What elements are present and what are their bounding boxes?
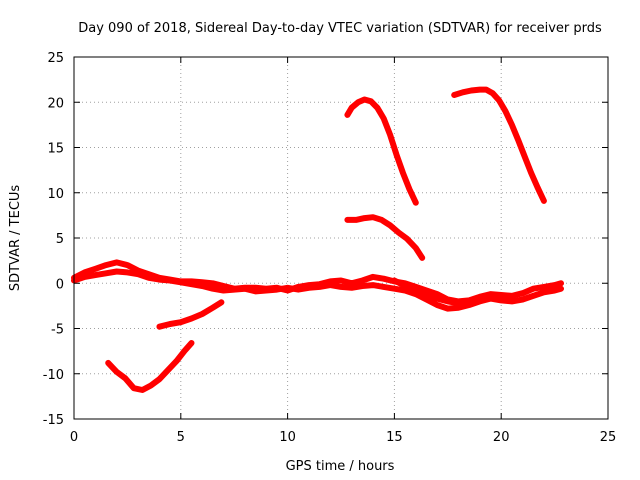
axis-ticks: 0 5 10 15 20 25 -15 -10 -5 0 5 10 15 20 25 xyxy=(43,51,617,445)
series-arc-6 xyxy=(344,214,426,261)
series-arc-1 xyxy=(71,259,564,305)
series-arc-8 xyxy=(391,277,462,307)
x-tick-label: 25 xyxy=(600,430,617,445)
series-arc-3 xyxy=(105,340,195,393)
x-tick-label: 0 xyxy=(70,430,78,445)
y-axis-title: SDTVAR / TECUs xyxy=(8,185,23,292)
chart-title: Day 090 of 2018, Sidereal Day-to-day VTE… xyxy=(78,21,602,36)
y-tick-label: 10 xyxy=(47,187,64,202)
y-tick-label: 25 xyxy=(47,51,64,66)
y-tick-label: -15 xyxy=(43,413,64,428)
y-tick-label: 5 xyxy=(56,232,64,247)
series-arc-2 xyxy=(71,268,564,312)
grid xyxy=(74,57,608,419)
x-tick-label: 15 xyxy=(386,430,403,445)
series-arc-4 xyxy=(156,299,225,330)
y-tick-label: 20 xyxy=(47,96,64,111)
series-arc-7 xyxy=(451,86,547,204)
x-tick-label: 20 xyxy=(493,430,510,445)
y-tick-label: -5 xyxy=(51,323,64,338)
y-tick-label: -10 xyxy=(43,368,64,383)
series-layer xyxy=(71,86,564,393)
x-axis-title: GPS time / hours xyxy=(286,459,395,474)
y-tick-label: 0 xyxy=(56,277,64,292)
y-tick-label: 15 xyxy=(47,142,64,157)
series-arc-5 xyxy=(344,96,419,206)
x-tick-label: 10 xyxy=(279,430,296,445)
x-tick-label: 5 xyxy=(177,430,185,445)
